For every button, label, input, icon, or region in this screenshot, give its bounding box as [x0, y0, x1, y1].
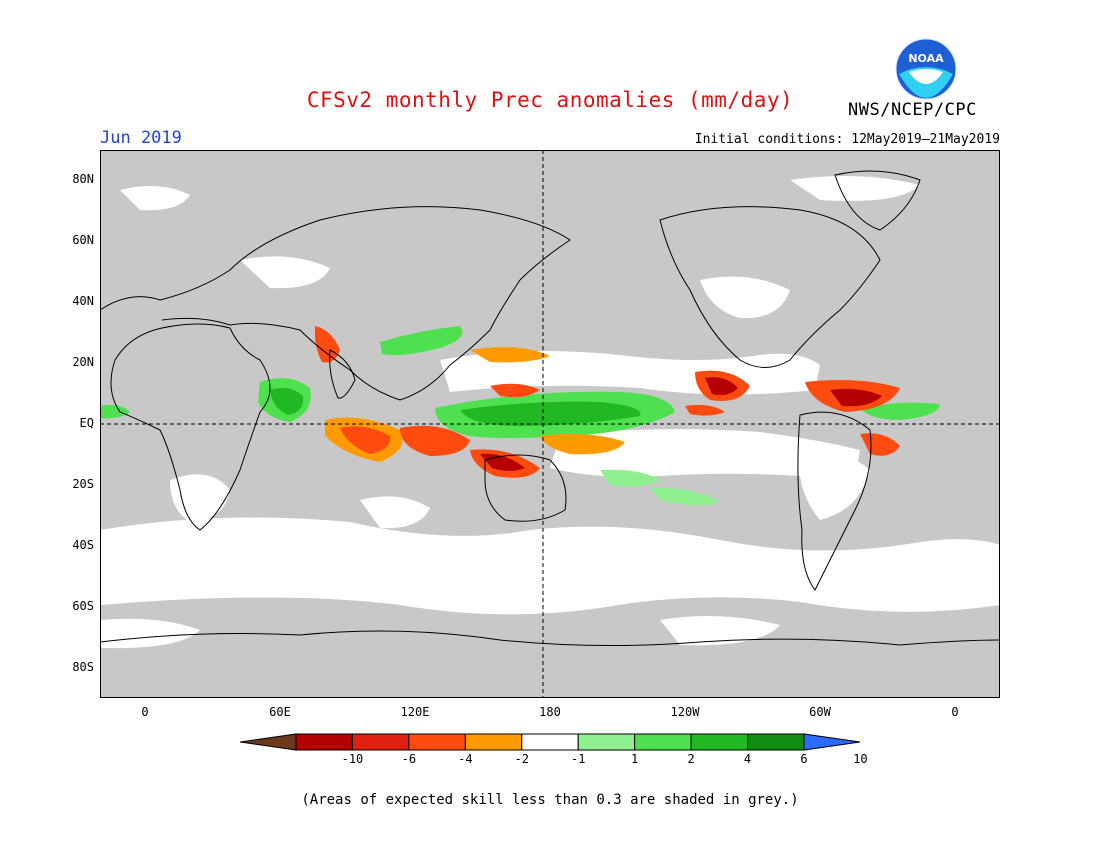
- colorbar-swatch: [351, 733, 410, 751]
- lat-tick-label: 40S: [72, 537, 94, 552]
- lon-tick-label: 180: [539, 705, 561, 719]
- lat-tick-label: 20N: [72, 355, 94, 370]
- skill-footnote: (Areas of expected skill less than 0.3 a…: [301, 792, 799, 808]
- colorbar-label: -2: [514, 752, 529, 766]
- colorbar-label: -10: [341, 752, 364, 766]
- colorbar-high-arrow: [803, 733, 860, 751]
- colorbar-label: -1: [570, 752, 586, 766]
- colorbar-label: 6: [800, 752, 808, 766]
- lon-tick-label: 0: [951, 705, 959, 719]
- colorbar-swatch: [464, 733, 523, 751]
- colorbar-low-arrow: [240, 733, 297, 751]
- lat-tick-label: 20S: [72, 476, 94, 491]
- map-title: CFSv2 monthly Prec anomalies (mm/day): [306, 88, 794, 112]
- colorbar-swatch: [690, 733, 749, 751]
- colorbar-swatch: [295, 733, 353, 751]
- colorbar-swatch: [408, 733, 466, 751]
- precip-anomaly-patches: [100, 326, 940, 506]
- lon-tick-label: 120E: [400, 705, 430, 719]
- agency-label: NWS/NCEP/CPC: [848, 100, 977, 120]
- colorbar-label: -4: [458, 752, 473, 766]
- colorbar-label: 4: [743, 752, 752, 766]
- lon-tick-label: 60W: [809, 705, 831, 719]
- lat-tick-label: 40N: [72, 294, 94, 309]
- colorbar: [240, 733, 860, 751]
- colorbar-swatch: [521, 733, 579, 751]
- continent-outlines: [100, 170, 1000, 647]
- lat-tick-label: 80S: [72, 659, 94, 674]
- lon-tick-label: 120W: [670, 705, 700, 719]
- colorbar-label: 2: [687, 752, 695, 766]
- lat-tick-label: EQ: [79, 416, 94, 430]
- colorbar-label: 1: [631, 752, 639, 766]
- noaa-logo-icon: NOAA: [895, 38, 957, 100]
- colorbar-swatch: [747, 733, 805, 751]
- forecast-month: Jun 2019: [100, 128, 182, 148]
- precip-anomaly-map: [100, 150, 1000, 698]
- initial-conditions: Initial conditions: 12May2019–21May2019: [694, 132, 1000, 147]
- lat-tick-label: 80N: [72, 172, 94, 187]
- colorbar-label: -6: [401, 752, 417, 766]
- lat-tick-label: 60N: [72, 233, 94, 248]
- colorbar-swatch: [634, 733, 692, 751]
- colorbar-label: 10: [853, 752, 868, 766]
- noaa-logo-text: NOAA: [908, 52, 944, 65]
- lon-tick-label: 60E: [269, 705, 291, 719]
- colorbar-swatch: [577, 733, 636, 751]
- lon-tick-label: 0: [141, 705, 149, 719]
- lat-tick-label: 60S: [72, 598, 94, 613]
